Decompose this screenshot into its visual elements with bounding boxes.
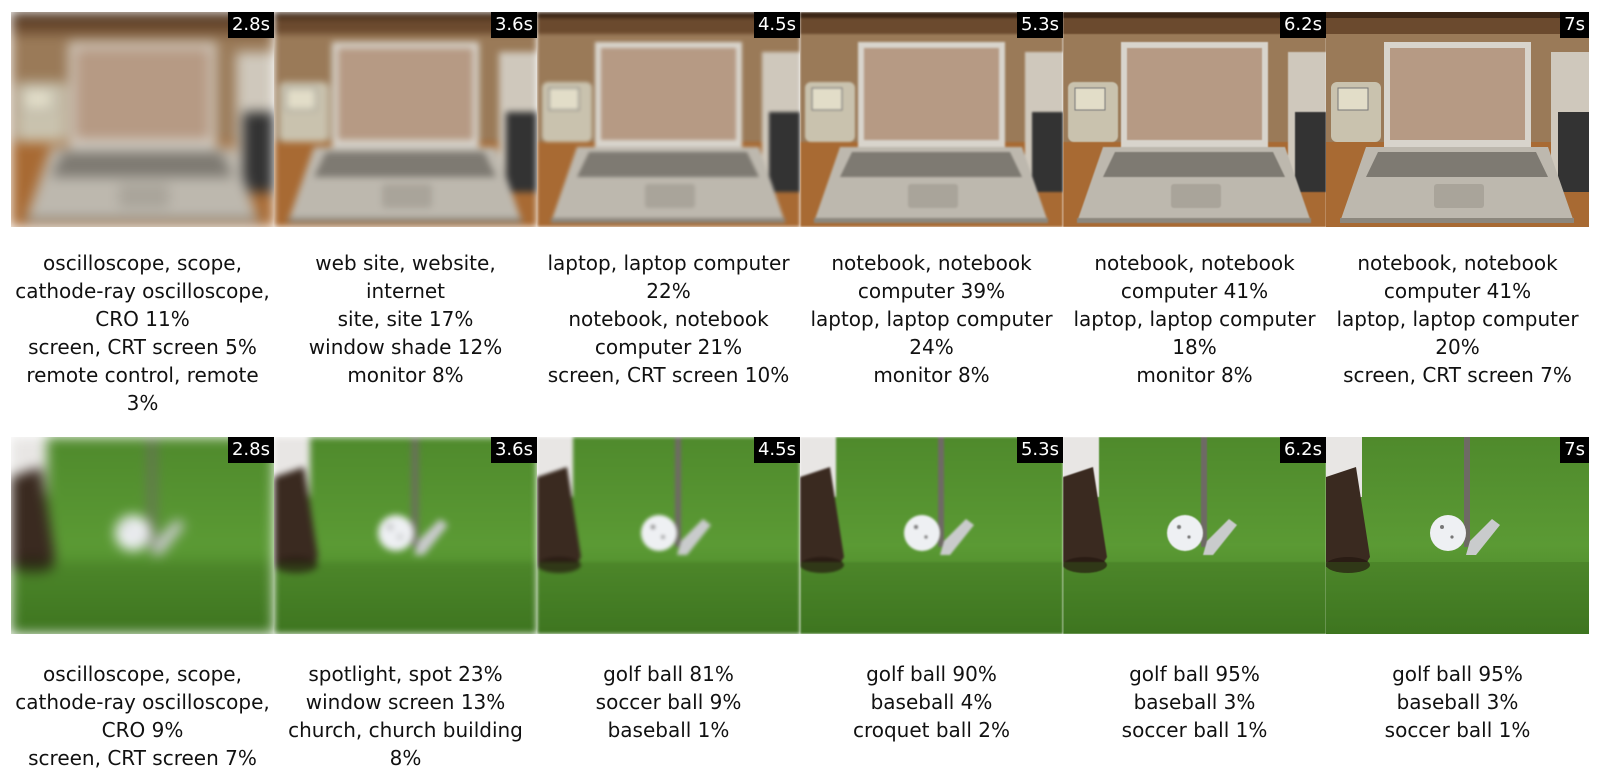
prediction-caption: golf ball 95% baseball 3% soccer ball 1% [1326,660,1589,744]
prediction-label: screen, CRT screen 7% [1343,363,1572,387]
prediction-caption: spotlight, spot 23% window screen 13% chur… [274,660,537,772]
golf-frame-image: 2.8s [11,437,274,634]
golf-frame-image: 6.2s [1063,437,1326,634]
prediction-label: baseball 1% [607,718,730,742]
prediction-label: church, church building 8% [288,718,523,770]
time-badge: 6.2s [1279,437,1326,463]
prediction-caption: golf ball 95% baseball 3% soccer ball 1% [1063,660,1326,744]
prediction-label: laptop, laptop computer 22% [547,251,790,303]
time-badge: 7s [1560,12,1589,38]
prediction-label: baseball 3% [1396,690,1519,714]
prediction-label: laptop, laptop computer 20% [1336,307,1579,359]
prediction-label: laptop, laptop computer 18% [1073,307,1316,359]
prediction-caption: golf ball 81% soccer ball 9% baseball 1% [537,660,800,744]
golf-frame-column: 3.6s spotlight, spot 23% window screen 13%… [274,437,537,772]
prediction-caption: oscilloscope, scope, cathode-ray oscillo… [11,249,274,417]
prediction-label: golf ball 95% [1129,662,1260,686]
prediction-label: window shade 12% [308,335,503,359]
golf-frame-column: 4.5s golf ball 81% soccer ball 9% baseball … [537,437,800,772]
golf-frame-column: 6.2s golf ball 95% baseball 3% soccer ball … [1063,437,1326,772]
laptop-frame-column: 6.2s notebook, notebook computer 41% lapto… [1063,12,1326,417]
time-badge: 2.8s [227,12,274,38]
laptop-frame-column: 3.6s web site, website, internet site, si… [274,12,537,417]
prediction-caption: golf ball 90% baseball 4% croquet ball 2% [800,660,1063,744]
prediction-label: soccer ball 9% [595,690,742,714]
prediction-label: golf ball 90% [866,662,997,686]
time-badge: 2.8s [227,437,274,463]
prediction-label: screen, CRT screen 10% [547,363,790,387]
prediction-label: notebook, notebook computer 41% [1094,251,1295,303]
laptop-frame-column: 7s notebook, notebook computer 41% laptop,… [1326,12,1589,417]
prediction-label: laptop, laptop computer 24% [810,307,1053,359]
time-badge: 5.3s [1016,437,1063,463]
prediction-caption: notebook, notebook computer 41% laptop, l… [1063,249,1326,389]
prediction-label: notebook, notebook computer 21% [568,307,769,359]
time-badge: 5.3s [1016,12,1063,38]
prediction-label: soccer ball 1% [1384,718,1531,742]
golf-frame-column: 7s golf ball 95% baseball 3% soccer ball 1% [1326,437,1589,772]
laptop-frame-column: 5.3s notebook, notebook computer 39% lapto… [800,12,1063,417]
golf-frame-image: 5.3s [800,437,1063,634]
prediction-label: baseball 3% [1133,690,1256,714]
prediction-label: baseball 4% [870,690,993,714]
laptop-frame-column: 2.8s oscilloscope, scope, cathode-ray osc… [11,12,274,417]
laptop-row: 2.8s oscilloscope, scope, cathode-ray osc… [11,12,1589,417]
laptop-frame-image: 7s [1326,12,1589,227]
prediction-label: croquet ball 2% [852,718,1011,742]
laptop-frame-column: 4.5s laptop, laptop computer 22% notebook,… [537,12,800,417]
prediction-label: window screen 13% [305,690,506,714]
prediction-label: oscilloscope, scope, cathode-ray oscillo… [15,251,270,331]
prediction-label: oscilloscope, scope, cathode-ray oscillo… [15,662,270,742]
golf-frame-image: 7s [1326,437,1589,634]
prediction-caption: oscilloscope, scope, cathode-ray oscillo… [11,660,274,772]
laptop-frame-image: 6.2s [1063,12,1326,227]
time-badge: 3.6s [490,437,537,463]
prediction-label: monitor 8% [347,363,464,387]
time-badge: 3.6s [490,12,537,38]
prediction-label: golf ball 81% [603,662,734,686]
prediction-label: remote control, remote 3% [26,363,259,415]
time-badge: 4.5s [753,12,800,38]
golf-row: 2.8s oscilloscope, scope, cathode-ray osc… [11,437,1589,772]
prediction-label: screen, CRT screen 5% [28,335,257,359]
golf-frame-image: 3.6s [274,437,537,634]
laptop-frame-image: 5.3s [800,12,1063,227]
laptop-frame-image: 3.6s [274,12,537,227]
golf-frame-image: 4.5s [537,437,800,634]
prediction-label: screen, CRT screen 7% [28,746,257,770]
time-badge: 6.2s [1279,12,1326,38]
prediction-label: golf ball 95% [1392,662,1523,686]
prediction-label: monitor 8% [1136,363,1253,387]
prediction-label: notebook, notebook computer 39% [831,251,1032,303]
time-badge: 4.5s [753,437,800,463]
laptop-frame-image: 4.5s [537,12,800,227]
prediction-label: web site, website, internet site, site 1… [315,251,496,331]
prediction-label: spotlight, spot 23% [308,662,503,686]
prediction-label: soccer ball 1% [1121,718,1268,742]
golf-frame-column: 2.8s oscilloscope, scope, cathode-ray osc… [11,437,274,772]
time-badge: 7s [1560,437,1589,463]
prediction-caption: notebook, notebook computer 41% laptop, l… [1326,249,1589,389]
prediction-label: notebook, notebook computer 41% [1357,251,1558,303]
golf-frame-column: 5.3s golf ball 90% baseball 4% croquet ball… [800,437,1063,772]
prediction-caption: web site, website, internet site, site 1… [274,249,537,389]
laptop-frame-image: 2.8s [11,12,274,227]
prediction-label: monitor 8% [873,363,990,387]
prediction-caption: notebook, notebook computer 39% laptop, l… [800,249,1063,389]
prediction-caption: laptop, laptop computer 22% notebook, not… [537,249,800,389]
